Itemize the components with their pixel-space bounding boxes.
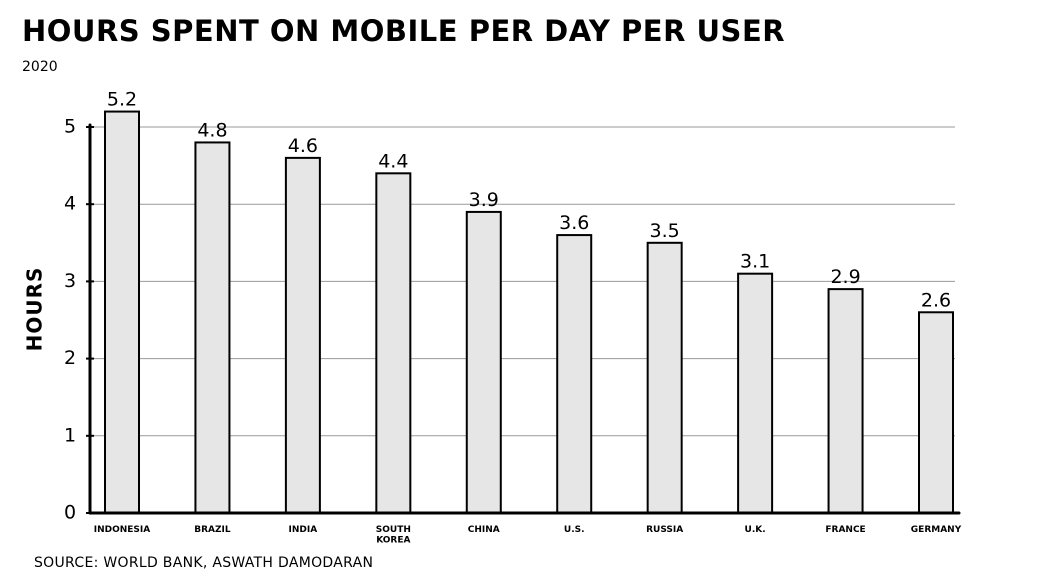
axes (88, 123, 961, 515)
data-label: 2.9 (830, 266, 860, 288)
bar (737, 272, 774, 514)
category-label: U.S. (564, 525, 585, 535)
chart-title: HOURS SPENT ON MOBILE PER DAY PER USER (22, 14, 786, 48)
category-label: BRAZIL (194, 525, 231, 535)
chart-subtitle: 2020 (22, 59, 58, 75)
bar (465, 210, 502, 514)
data-label: 2.6 (921, 289, 951, 311)
bar (194, 141, 231, 514)
bar (646, 241, 683, 515)
category-label: INDONESIA (94, 525, 151, 535)
y-tick-label: 3 (64, 270, 76, 292)
bars (104, 110, 954, 515)
y-tick-label: 0 (64, 502, 76, 524)
y-axis-label: HOURS (23, 267, 47, 352)
data-label: 4.6 (288, 135, 318, 157)
bar (918, 311, 954, 514)
data-label: 3.1 (740, 251, 770, 273)
bar (556, 234, 593, 515)
category-label: RUSSIA (646, 525, 683, 535)
data-label: 4.8 (197, 119, 227, 141)
y-tick-label: 5 (64, 116, 76, 138)
category-label: FRANCE (825, 525, 865, 535)
bar (375, 172, 412, 514)
data-label: 3.6 (559, 212, 589, 234)
bar (827, 288, 864, 514)
data-label: 4.4 (378, 150, 408, 172)
labels: 0 1 2 3 4 5 5.2 INDONESIA 4.8 BRAZIL 4.6 INDIA 4.4 SO… (64, 89, 962, 546)
category-label: GERMANY (911, 525, 962, 535)
data-label: 5.2 (107, 89, 137, 111)
data-label: 3.5 (650, 220, 680, 242)
category-label: CHINA (468, 525, 500, 535)
source-note: SOURCE: WORLD BANK, ASWATH DAMODARAN (34, 555, 374, 571)
bar (104, 110, 140, 514)
category-label: U.K. (745, 525, 766, 535)
bar (284, 156, 321, 514)
category-label: INDIA (289, 525, 318, 535)
category-label: SOUTH KOREA (376, 525, 411, 545)
y-tick-label: 2 (64, 347, 76, 369)
y-tick-label: 4 (64, 193, 76, 215)
y-tick-label: 1 (64, 424, 76, 446)
data-label: 3.9 (469, 189, 499, 211)
